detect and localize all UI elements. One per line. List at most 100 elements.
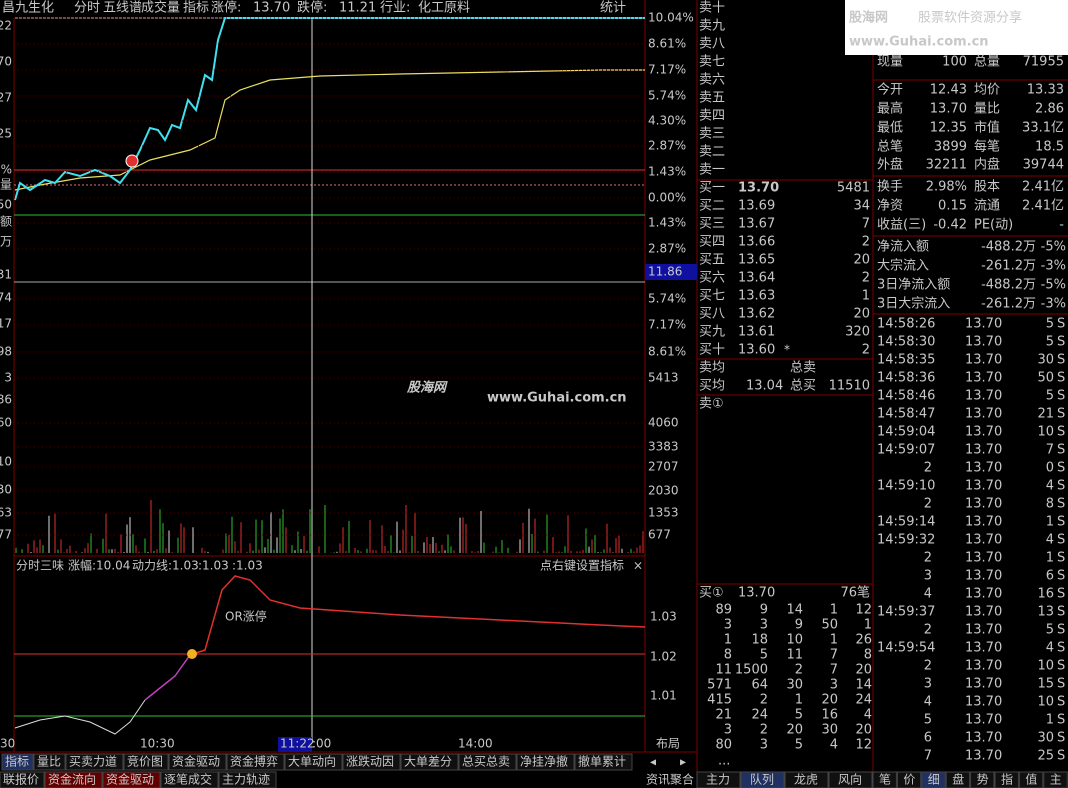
queue-order: 80 <box>715 738 732 753</box>
detail-tab[interactable]: 价 <box>903 773 915 787</box>
left-axis-label: 25 <box>0 127 12 141</box>
layout-button[interactable]: 布局 <box>656 737 680 751</box>
queue-order: 415 <box>707 693 732 708</box>
quote-value: - <box>1059 218 1064 233</box>
tick-price: 13.70 <box>965 713 1002 728</box>
queue-order: 50 <box>821 618 838 633</box>
queue-order: 8 <box>864 648 872 663</box>
indicator-tab[interactable]: 涨跌动因 <box>346 754 394 769</box>
indicator-hint: 点右键设置指标 <box>540 558 624 573</box>
tick-volume: 4 <box>1046 479 1054 494</box>
tick-time: 14:58:30 <box>877 335 935 350</box>
queue-order: 11 <box>715 663 732 678</box>
tick-side: S <box>1057 533 1065 548</box>
queue-order: 1 <box>724 633 732 648</box>
buy-label: 买十 <box>699 343 725 358</box>
chart-tab[interactable]: 分时 <box>74 1 100 16</box>
time-label: 14:00 <box>458 737 493 751</box>
tab-bg <box>168 753 227 771</box>
close-button[interactable]: × <box>633 559 643 573</box>
tick-side: S <box>1057 497 1065 512</box>
tick-volume: 1 <box>1046 515 1054 530</box>
buy-price: 13.69 <box>738 199 775 214</box>
tick-time: 14:58:36 <box>877 371 935 386</box>
indicator-tab[interactable]: 净挂净撤 <box>520 754 568 769</box>
quote-value: 12.43 <box>930 83 967 98</box>
sub-tab[interactable]: 逐笔成交 <box>164 772 212 787</box>
queue-order: 20 <box>821 693 838 708</box>
buy-volume: 320 <box>845 325 870 340</box>
nav-button[interactable]: ▸ <box>680 755 686 769</box>
detail-tab[interactable]: 主 <box>1050 773 1062 787</box>
tick-side: S <box>1057 479 1065 494</box>
sub-tab[interactable]: 资金流向 <box>48 772 96 787</box>
indicator-tab[interactable]: 大单差分 <box>404 755 452 769</box>
indicator-tab[interactable]: 资金驱动 <box>172 754 220 769</box>
chart-tab[interactable]: 成交量 <box>141 0 180 16</box>
tick-price: 13.70 <box>965 407 1002 422</box>
tick-time: 4 <box>924 587 932 602</box>
quote-label: 流通 <box>974 199 1000 214</box>
tick-time: 2 <box>924 461 932 476</box>
indicator-tab[interactable]: 竞价图 <box>127 755 163 769</box>
sub-tab[interactable]: 资金驱动 <box>106 772 154 787</box>
tick-price: 13.70 <box>965 641 1002 656</box>
indicator-tab[interactable]: 指标 <box>5 754 29 769</box>
detail-tab[interactable]: 笔 <box>879 772 891 787</box>
buy-label: 买九 <box>699 325 725 340</box>
quote-value: 2.86 <box>1035 102 1064 117</box>
book-tab[interactable]: 队列 <box>750 772 774 787</box>
tick-time: 3 <box>924 677 932 692</box>
indicator-tab[interactable]: 资金搏弈 <box>230 754 278 769</box>
queue-order: 5 <box>795 708 803 723</box>
detail-tab[interactable]: 值 <box>1025 772 1037 787</box>
indicator-tab[interactable]: 买卖力道 <box>69 755 117 769</box>
tick-time: 2 <box>924 551 932 566</box>
indicator-tab[interactable]: 总买总卖 <box>462 755 510 769</box>
quote-label: PE(动) <box>974 218 1013 233</box>
queue-price: 13.70 <box>738 586 775 601</box>
buy-volume: 2 <box>862 343 870 358</box>
indicator-tab[interactable]: 撤单累计 <box>578 754 626 769</box>
buy-price: 13.65 <box>738 253 775 268</box>
watermark-name: 股海网 <box>406 380 448 396</box>
book-tab[interactable]: 龙虎 <box>794 773 818 787</box>
book-tab[interactable]: 风向 <box>838 772 862 787</box>
indicator-tab[interactable]: 量比 <box>37 755 61 769</box>
tick-price: 13.70 <box>965 677 1002 692</box>
detail-tab[interactable]: 势 <box>977 773 989 787</box>
tick-volume: 30 <box>1037 731 1054 746</box>
news-tab[interactable]: 资讯聚合 <box>646 772 694 787</box>
volume-axis-label: 4060 <box>648 416 679 430</box>
chart-tab[interactable]: 指标 <box>183 1 209 16</box>
buy-avg: 13.04 <box>746 379 783 394</box>
indicator-tab[interactable]: 大单动向 <box>288 754 336 769</box>
tick-price: 13.70 <box>965 353 1002 368</box>
chart-tab[interactable]: 五线谱 <box>103 1 142 16</box>
stats-button[interactable]: 统计 <box>600 1 626 16</box>
tab-bg <box>740 771 785 788</box>
stock-name: 昌九生化 <box>2 1 54 16</box>
tab-bg <box>400 753 459 771</box>
tick-volume: 5 <box>1046 335 1054 350</box>
queue-order: 2 <box>760 723 768 738</box>
quote-label: 总笔 <box>877 139 903 155</box>
tab-bg <box>123 753 169 771</box>
sub-tab[interactable]: 联报价 <box>3 772 39 787</box>
book-tab[interactable]: 主力 <box>706 773 730 787</box>
tick-price: 13.70 <box>965 587 1002 602</box>
queue-order: 3 <box>830 678 838 693</box>
tick-price: 13.70 <box>965 515 1002 530</box>
tick-time: 2 <box>924 659 932 674</box>
detail-tab[interactable]: 指 <box>1001 772 1013 787</box>
tick-volume: 1 <box>1046 551 1054 566</box>
nav-button[interactable]: ◂ <box>650 755 656 769</box>
tick-volume: 25 <box>1037 749 1054 764</box>
detail-tab[interactable]: 盘 <box>952 772 964 787</box>
sub-tab[interactable]: 主力轨迹 <box>222 773 270 787</box>
quote-label: 最高 <box>877 101 903 117</box>
watermark-url: www.Guhai.com.cn <box>487 391 627 406</box>
detail-tab[interactable]: 细 <box>928 773 940 787</box>
